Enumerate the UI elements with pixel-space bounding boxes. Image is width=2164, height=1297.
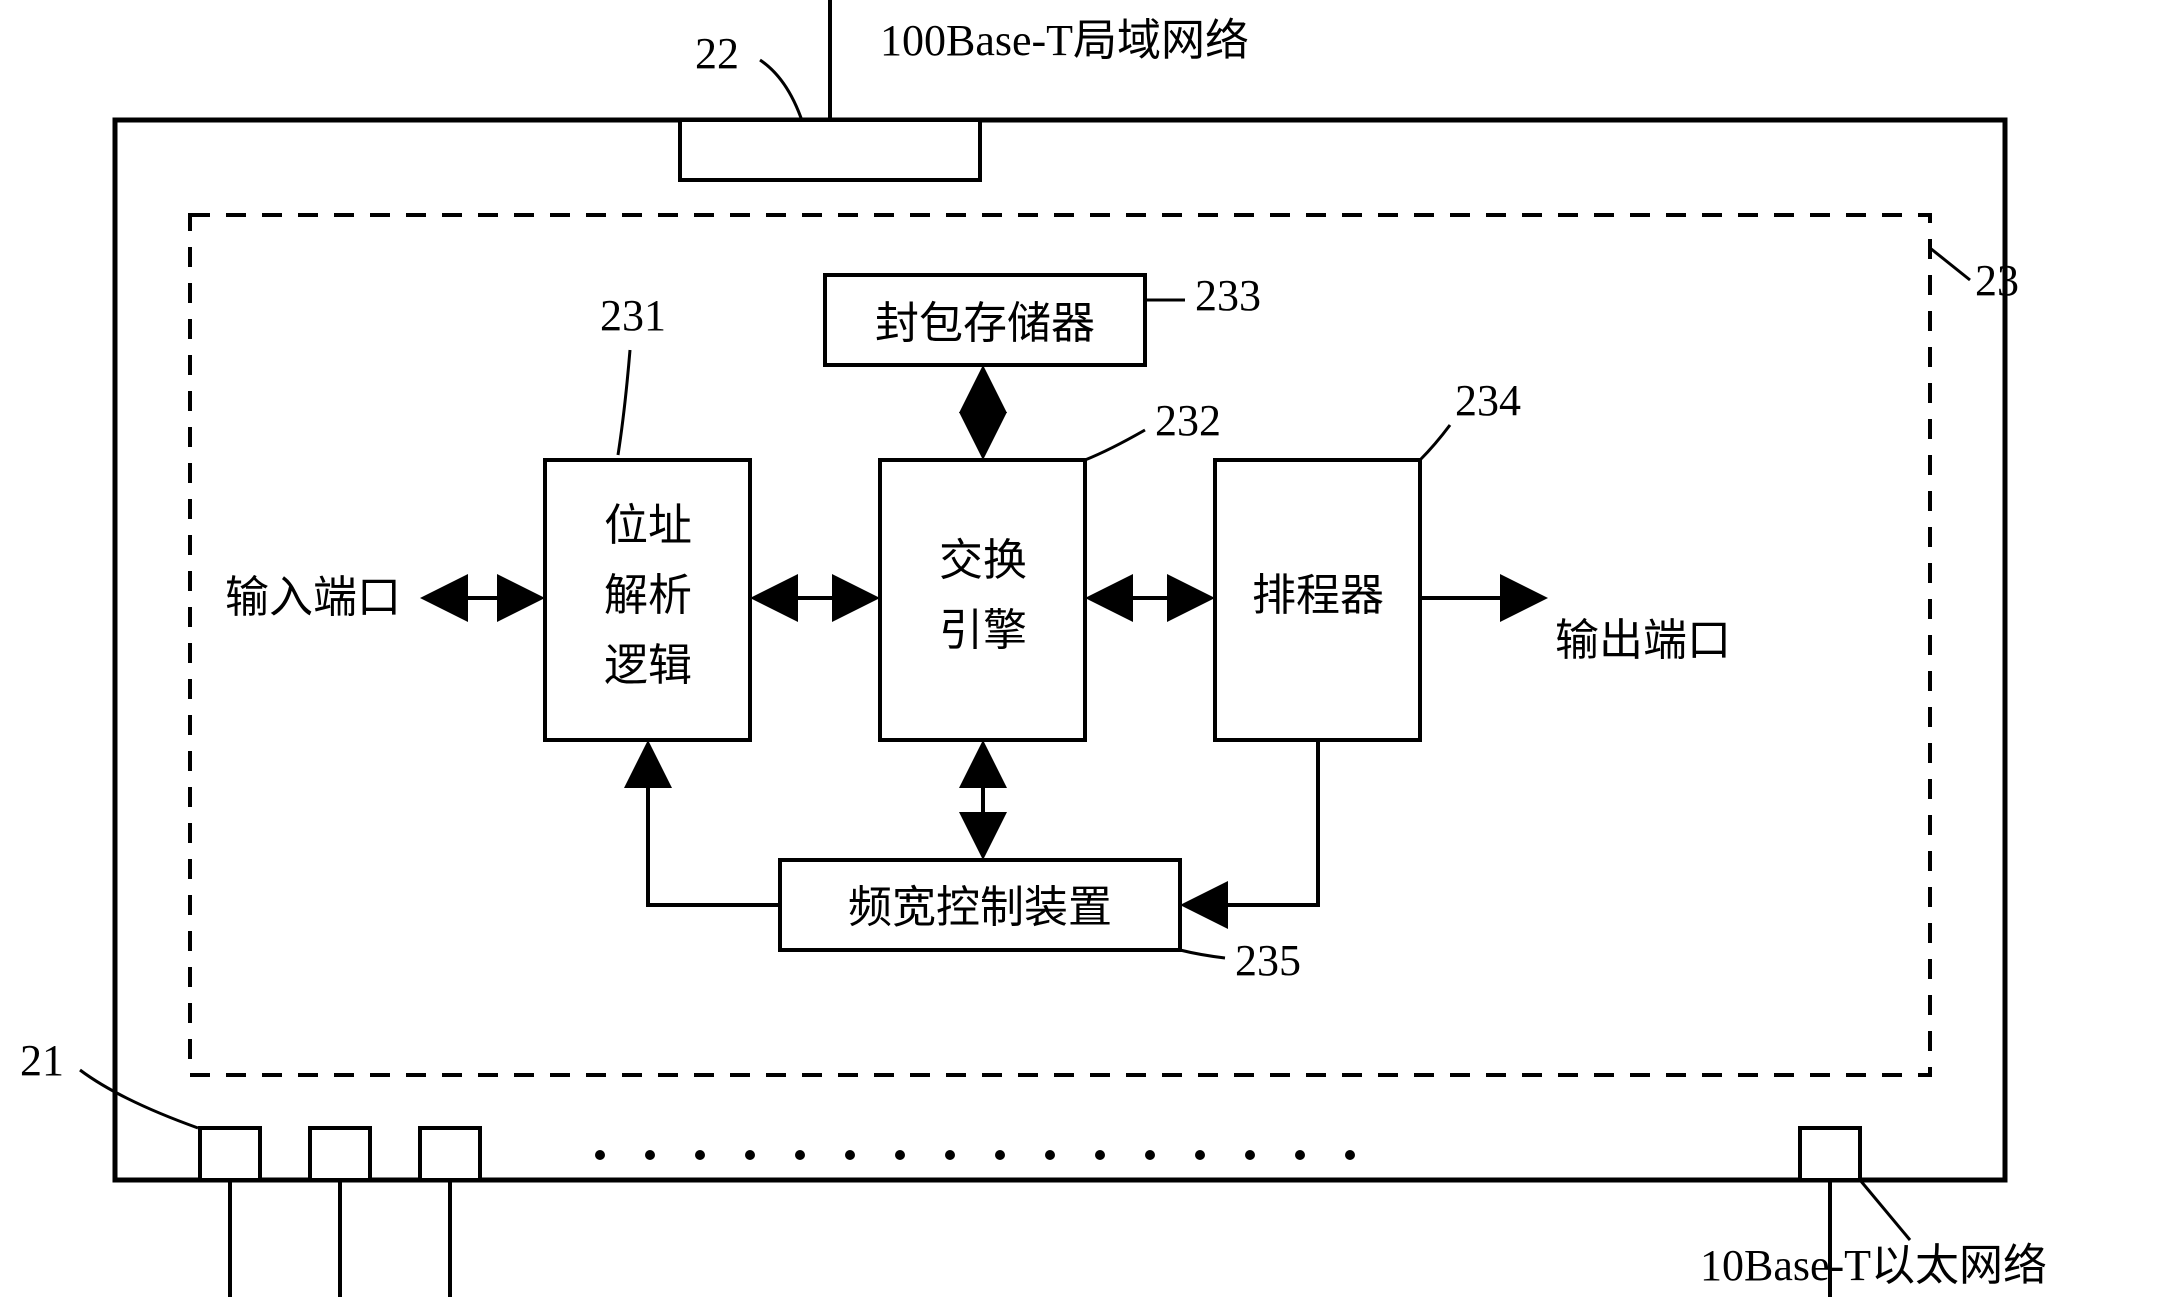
ref-231-leader [618,350,630,455]
box-233-text: 封包存储器 [875,299,1095,348]
box-232 [880,460,1085,740]
ref-235-leader [1180,950,1225,958]
arrow-234-235 [1188,740,1318,905]
top-network-label: 100Base-T局域网络 [880,16,1249,65]
box-232-text-l2: 引擎 [939,606,1027,655]
bottom-port-2 [310,1128,370,1180]
ref-231: 231 [600,291,666,340]
ref-233: 233 [1195,271,1261,320]
output-port-label: 输出端口 [1555,616,1731,665]
ref-232-leader [1085,430,1145,460]
box-234-text: 排程器 [1252,571,1384,620]
ref-22: 22 [695,29,739,78]
box-231-text-l2: 解析 [604,571,692,620]
bottom-port-1 [200,1128,260,1180]
block-diagram: 100Base-T局域网络 22 23 封包存储器 233 231 位址 解析 … [0,0,2164,1297]
bottom-network-label: 10Base-T以太网络 [1700,1241,2047,1290]
ref-21: 21 [20,1036,64,1085]
port-dots [595,1150,1355,1160]
box-232-text-l1: 交换 [939,536,1027,585]
ref-23-leader [1930,248,1970,280]
top-port [680,120,980,180]
ref-23: 23 [1975,256,2019,305]
ref-234-leader [1420,425,1450,460]
bottom-port-3 [420,1128,480,1180]
arrow-235-231 [648,748,780,905]
bottom-label-leader [1860,1180,1910,1240]
box-235-text: 频宽控制装置 [848,883,1112,932]
box-231-text-l3: 逻辑 [604,641,692,690]
ref-234: 234 [1455,376,1521,425]
ref-235: 235 [1235,936,1301,985]
ref-232: 232 [1155,396,1221,445]
box-231-text-l1: 位址 [604,501,692,550]
ref-21-leader [80,1070,198,1128]
bottom-port-n [1800,1128,1860,1180]
input-port-label: 输入端口 [225,573,401,622]
